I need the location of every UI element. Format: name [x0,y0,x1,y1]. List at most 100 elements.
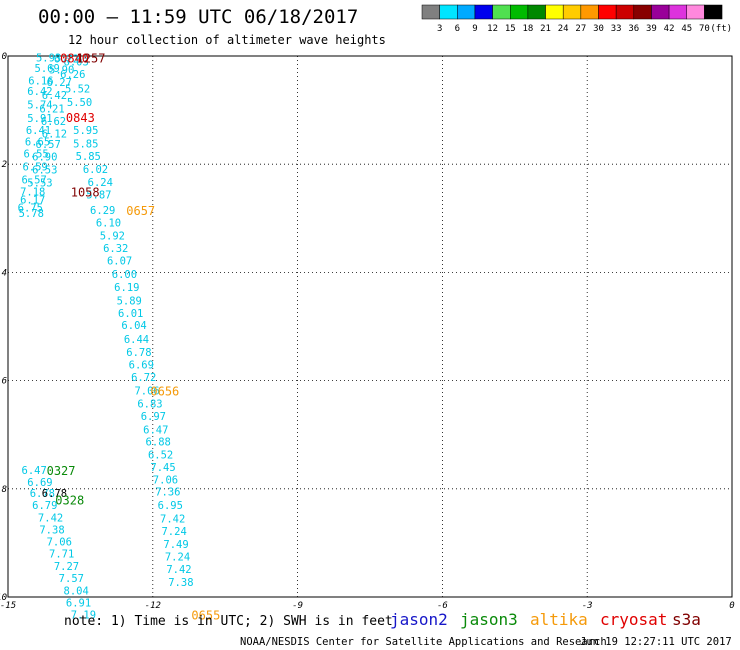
y-tick-label: 0 [2,52,7,62]
colorbar-swatch [439,4,458,20]
colorbar-tick-label: 12 [487,24,498,34]
wave-height-label: 6.26 [60,69,85,81]
pass-time-label: 1257 [77,52,106,66]
plot-area: -15 -12 -9 -6 -3 0 0 -2 -4 -6 -8 -10 5.936.226.03 5.6… [0,52,735,623]
wave-height-label: 7.24 [165,551,190,563]
wave-height-label: 6.16 [28,75,53,87]
wave-height-label: 7.45 [150,462,175,474]
wave-height-label: 6.88 [146,437,171,449]
wave-height-label: 6.78 [30,488,55,500]
wave-height-label: 5.90 [49,65,74,77]
wave-height-label: 6.42 [42,90,67,102]
wave-height-label: 5.93 [36,53,61,65]
x-tick-label: -15 [0,601,16,611]
wave-height-label: 6.07 [107,255,132,267]
wave-height-label: 6.29 [90,205,115,217]
pass-time-label: 0840 [60,52,89,66]
colorbar-swatch [580,4,599,20]
satellite-legend-jason2: jason2 [390,610,448,629]
x-tick-label: -3 [582,601,593,611]
wave-height-label: 6.83 [137,398,162,410]
wave-height-label: 6.00 [112,269,137,281]
x-tick-label: -12 [145,601,161,611]
colorbar-tick-label: 9 [472,24,477,34]
wave-height-label: 5.50 [67,97,92,109]
colorbar-swatch [633,4,652,20]
satellite-legend: jason2 jason3 altika cryosat s3a [390,610,701,629]
wave-height-label: 6.69 [27,477,52,489]
wave-height-label: 6.79 [32,500,57,512]
colorbar-tick-label: 3 [437,24,442,34]
wave-height-label: 6.47 [143,424,168,436]
pass-time-label: 0843 [66,111,95,125]
wave-height-label: 5.52 [65,83,90,95]
colorbar-tick-label: 15 [505,24,516,34]
wave-height-label: 7.38 [39,524,64,536]
wave-height-label: 6.59 [22,161,47,173]
wave-height-label: 6.12 [42,128,67,140]
wave-height-label: 7.57 [59,573,84,585]
pass-time-label: 0655 [191,608,220,622]
wave-height-label: 5.92 [100,231,125,243]
pass-time-label: 0657 [126,204,155,218]
colorbar-swatch [598,4,617,20]
y-tick-label: -4 [0,268,7,278]
chart-subtitle: 12 hour collection of altimeter wave hei… [68,33,386,47]
wave-height-label: 7.06 [134,385,159,397]
wave-height-label: 6.41 [26,125,51,137]
colorbar-swatch [527,4,546,20]
wave-height-label: 6.17 [20,194,45,206]
colorbar-tick-label: 6 [455,24,460,34]
wave-height-label: 7.19 [71,609,96,621]
wave-height-label: 5.85 [73,139,98,151]
wave-height-label: 7.71 [49,549,74,561]
wave-height-label: 6.57 [36,139,61,151]
wave-height-label: 5.78 [19,208,44,220]
wave-height-label: 5.87 [86,189,111,201]
pass-time-label: 1058 [71,185,100,199]
colorbar-swatch [545,4,564,20]
wave-height-label: 6.69 [129,359,154,371]
x-tick-label: 0 [729,601,734,611]
colorbar-swatch [457,4,476,20]
wave-height-label: 6.72 [131,372,156,384]
wave-height-label: 7.06 [153,475,178,487]
x-tick-label: -9 [292,601,303,611]
wave-height-label: 6.95 [158,500,183,512]
wave-height-label: 6.62 [41,116,66,128]
wave-height-label: 6.24 [88,177,113,189]
wave-height-label: 7.42 [166,564,191,576]
wave-height-label: 8.04 [64,586,89,598]
y-tick-label: -2 [0,160,7,170]
colorbar-swatch [474,4,493,20]
colorbar-tick-label: 36 [628,24,639,34]
x-tick-label: -6 [437,601,448,611]
satellite-legend-altika: altika [530,610,588,629]
colorbar-swatch [492,4,511,20]
colorbar-tick-label: 24 [558,24,569,34]
y-tick-label: -10 [0,593,7,603]
colorbar-swatch [510,4,529,20]
wave-height-label: 5.85 [76,151,101,163]
colorbar-swatch [704,4,723,20]
satellite-legend-jason3: jason3 [460,610,518,629]
colorbar-unit-label: (ft) [710,24,732,34]
wave-height-label: 5.89 [117,296,142,308]
colorbar-swatch [421,4,440,20]
wave-height-label: 7.38 [168,577,193,589]
colorbar-tick-label: 70 [699,24,710,34]
y-tick-label: -8 [0,485,7,495]
wave-height-label: 6.32 [103,243,128,255]
colorbar-legend: 3 6 9 12 15 18 21 24 27 30 33 36 39 42 45 70 (ft) [421,4,732,34]
wave-height-label: 6.55 [23,148,48,160]
wave-height-label: 6.53 [32,165,57,177]
y-tick-label: -6 [0,377,7,387]
footer-credit: NOAA/NESDIS Center for Satellite Applica… [240,636,607,648]
wave-height-label: 5.53 [27,178,52,190]
wave-height-label: 7.36 [155,487,180,499]
wave-height-label: 6.57 [22,174,47,186]
wave-height-label: 6.27 [47,77,72,89]
colorbar-swatch [651,4,670,20]
pass-time-label: 0656 [150,384,179,398]
wave-height-label: 7.49 [163,539,188,551]
